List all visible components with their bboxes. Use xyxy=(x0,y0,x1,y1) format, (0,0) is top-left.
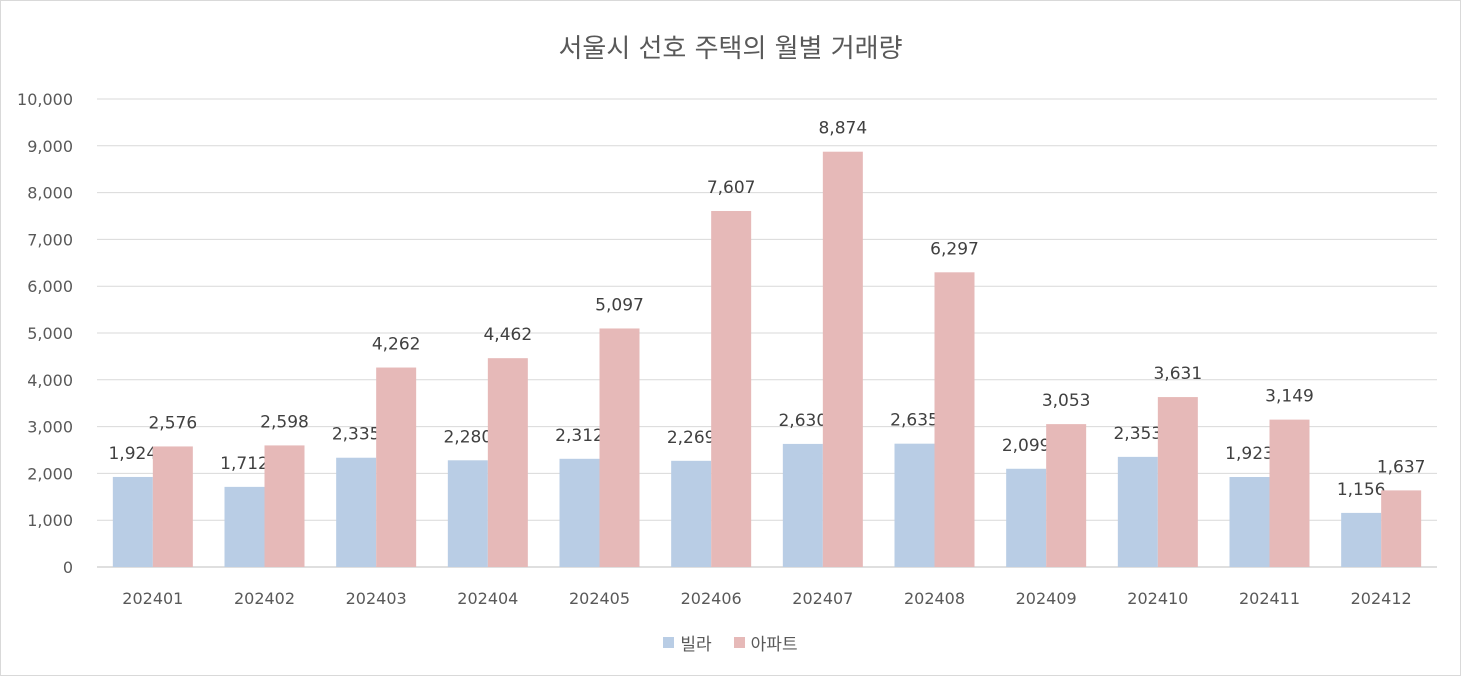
bar-apartment xyxy=(1381,490,1422,567)
bar-villa xyxy=(782,443,823,567)
data-label-apartment: 3,631 xyxy=(1153,364,1202,384)
bar-villa xyxy=(1341,512,1382,567)
x-tick-label: 202406 xyxy=(681,589,742,608)
bar-villa xyxy=(1117,456,1158,567)
bar-villa xyxy=(336,457,377,567)
data-label-villa: 2,099 xyxy=(1002,436,1051,456)
bar-apartment xyxy=(1157,397,1198,567)
bar-villa xyxy=(671,460,712,567)
x-tick-label: 202404 xyxy=(457,589,518,608)
bar-apartment xyxy=(599,328,640,567)
y-tick-label: 10,000 xyxy=(17,90,73,109)
x-tick-label: 202409 xyxy=(1016,589,1077,608)
data-label-apartment: 2,598 xyxy=(260,412,309,432)
bar-apartment xyxy=(1269,419,1310,567)
bar-apartment xyxy=(711,210,752,567)
data-label-villa: 2,335 xyxy=(332,425,381,445)
data-label-apartment: 6,297 xyxy=(930,239,979,259)
y-tick-label: 8,000 xyxy=(27,184,73,203)
data-label-apartment: 3,149 xyxy=(1265,387,1314,407)
data-label-villa: 2,312 xyxy=(555,426,604,446)
data-label-villa: 2,635 xyxy=(890,411,939,431)
x-tick-label: 202401 xyxy=(122,589,183,608)
bar-villa xyxy=(1229,477,1270,567)
bar-villa xyxy=(112,476,153,567)
data-label-apartment: 4,262 xyxy=(372,335,421,355)
bar-apartment xyxy=(152,446,193,567)
x-tick-label: 202411 xyxy=(1239,589,1300,608)
data-label-apartment: 8,874 xyxy=(818,119,867,139)
data-label-villa: 1,924 xyxy=(108,444,157,464)
data-label-villa: 2,269 xyxy=(667,428,716,448)
data-label-villa: 2,630 xyxy=(778,411,827,431)
data-label-apartment: 4,462 xyxy=(483,325,532,345)
bar-apartment xyxy=(264,445,305,567)
data-label-villa: 2,280 xyxy=(443,427,492,447)
bar-apartment xyxy=(1046,424,1087,567)
data-label-apartment: 3,053 xyxy=(1042,391,1091,411)
data-label-apartment: 2,576 xyxy=(148,413,197,433)
x-tick-label: 202408 xyxy=(904,589,965,608)
x-tick-label: 202412 xyxy=(1351,589,1412,608)
legend-label-villa: 빌라 xyxy=(680,635,712,655)
data-label-apartment: 5,097 xyxy=(595,295,644,315)
legend-swatch-apartment xyxy=(733,637,745,648)
bar-apartment xyxy=(376,367,417,567)
data-label-villa: 1,712 xyxy=(220,454,269,474)
data-label-villa: 1,156 xyxy=(1337,480,1386,500)
chart-title: 서울시 선호 주택의 월별 거래량 xyxy=(558,34,903,64)
y-tick-label: 1,000 xyxy=(27,511,73,530)
x-tick-label: 202405 xyxy=(569,589,630,608)
y-tick-label: 4,000 xyxy=(27,371,73,390)
bar-apartment xyxy=(934,272,975,567)
bar-apartment xyxy=(822,151,863,568)
legend-label-apartment: 아파트 xyxy=(750,635,798,655)
data-label-villa: 2,353 xyxy=(1113,424,1162,444)
bar-villa xyxy=(894,443,935,567)
bar-villa xyxy=(447,460,488,567)
y-tick-label: 3,000 xyxy=(27,418,73,437)
bar-villa xyxy=(224,486,265,567)
data-label-villa: 1,923 xyxy=(1225,444,1274,464)
y-tick-label: 0 xyxy=(63,558,73,577)
x-tick-label: 202407 xyxy=(792,589,853,608)
x-tick-label: 202403 xyxy=(346,589,407,608)
legend-item-apartment: 아파트 xyxy=(733,630,798,655)
chart-legend: 빌라 아파트 xyxy=(0,630,1461,655)
bar-apartment xyxy=(487,358,528,567)
y-tick-label: 2,000 xyxy=(27,464,73,483)
data-label-apartment: 7,607 xyxy=(707,178,756,198)
y-tick-label: 6,000 xyxy=(27,277,73,296)
y-tick-label: 5,000 xyxy=(27,324,73,343)
x-tick-label: 202402 xyxy=(234,589,295,608)
y-tick-label: 7,000 xyxy=(27,230,73,249)
legend-swatch-villa xyxy=(663,637,675,648)
legend-item-villa: 빌라 xyxy=(663,630,712,655)
data-label-apartment: 1,637 xyxy=(1377,457,1426,477)
x-tick-label: 202410 xyxy=(1127,589,1188,608)
bar-villa xyxy=(1006,468,1047,567)
y-tick-label: 9,000 xyxy=(27,137,73,156)
bar-villa xyxy=(559,458,600,567)
